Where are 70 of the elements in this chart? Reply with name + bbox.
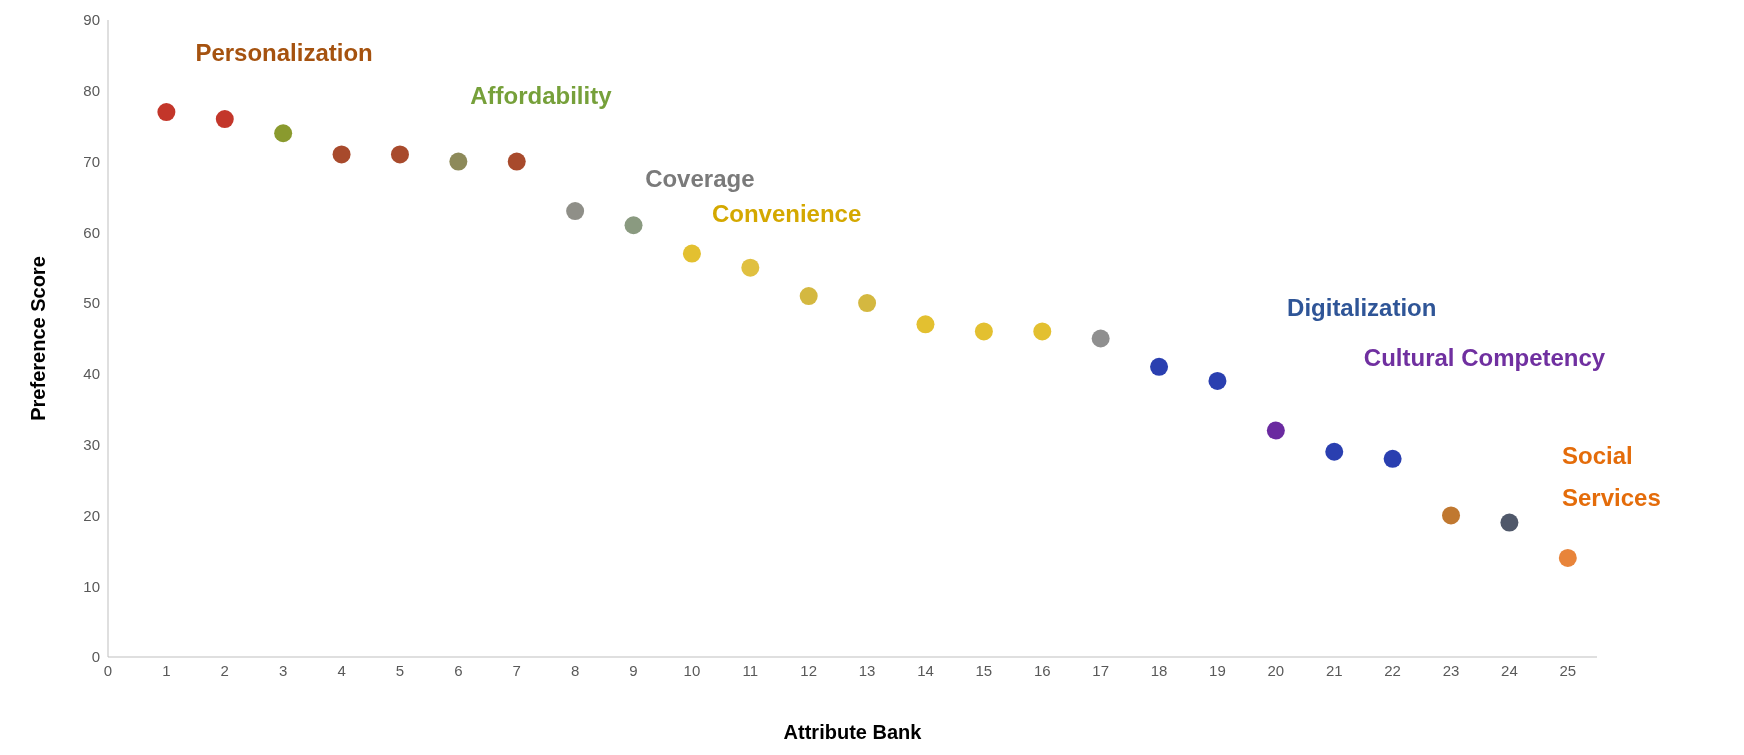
- x-tick-label: 14: [917, 661, 934, 679]
- x-tick-label: 7: [512, 661, 521, 679]
- y-axis-title: Preference Score: [27, 256, 50, 421]
- point: [1091, 329, 1110, 348]
- text: Cultural Competency: [1363, 343, 1606, 371]
- x-tick-label: 10: [683, 661, 701, 679]
- point: [566, 202, 585, 221]
- y-tick-label: 20: [83, 506, 100, 524]
- x-tick-label: 15: [975, 661, 993, 679]
- x-tick-label: 6: [454, 661, 463, 679]
- point: [1208, 371, 1227, 390]
- point: [1500, 513, 1519, 532]
- x-tick-label: 13: [858, 661, 876, 679]
- point: [1266, 421, 1285, 440]
- x-tick-label: 23: [1442, 661, 1460, 679]
- point: [858, 294, 877, 313]
- x-tick-label: 5: [395, 661, 405, 679]
- point: [916, 315, 935, 334]
- y-tick-label: 60: [83, 223, 100, 241]
- x-axis-title: Attribute Bank: [783, 721, 923, 744]
- point: [390, 145, 409, 164]
- point: [1033, 322, 1052, 341]
- text: Digitalization: [1287, 294, 1437, 322]
- series-label: Personalization: [195, 39, 373, 67]
- series-label: Convenience: [711, 199, 862, 227]
- point: [974, 322, 993, 341]
- x-tick-label: 0: [103, 661, 113, 679]
- point: [1150, 357, 1169, 376]
- x-tick-label: 22: [1384, 661, 1401, 679]
- x-tick-label: 4: [337, 661, 346, 679]
- point: [215, 110, 234, 129]
- y-tick-label: 80: [83, 82, 100, 100]
- y-tick-label: 90: [83, 11, 100, 29]
- point: [274, 124, 293, 143]
- x-tick-label: 8: [570, 661, 580, 679]
- x-tick-label: 9: [629, 661, 638, 679]
- y-tick-label: 40: [83, 365, 100, 383]
- point: [799, 287, 818, 306]
- series-label: Social Services: [1562, 442, 1661, 512]
- x-tick-label: 2: [220, 661, 229, 679]
- y-tick-label: 0: [91, 648, 100, 666]
- x-tick-label: 11: [742, 661, 759, 679]
- y-tick-label: 30: [83, 435, 100, 453]
- x-tick-label: 3: [279, 661, 288, 679]
- x-tick-label: 19: [1209, 661, 1226, 679]
- point: [157, 103, 176, 122]
- point: [741, 258, 760, 277]
- x-tick-label: 20: [1267, 661, 1285, 679]
- x-tick-label: 24: [1501, 661, 1518, 679]
- x-tick-label: 12: [800, 661, 818, 679]
- point: [1442, 506, 1461, 525]
- point: [332, 145, 351, 164]
- x-tick-label: 25: [1559, 661, 1577, 679]
- x-tick-label: 17: [1092, 661, 1110, 679]
- y-tick-label: 70: [83, 152, 100, 170]
- x-tick-label: 16: [1033, 661, 1051, 679]
- point: [624, 216, 643, 235]
- series-label: Affordability: [470, 82, 613, 110]
- point: [1325, 442, 1344, 461]
- y-tick-label: 50: [83, 294, 100, 312]
- point: [682, 244, 701, 263]
- series-label: Coverage: [645, 165, 755, 193]
- x-tick-label: 1: [162, 661, 171, 679]
- point: [507, 152, 526, 171]
- point: [1558, 548, 1577, 567]
- x-tick-label: 18: [1150, 661, 1168, 679]
- point: [1383, 449, 1402, 468]
- x-tick-label: 21: [1325, 661, 1343, 679]
- point: [449, 152, 468, 171]
- y-tick-label: 10: [83, 577, 100, 595]
